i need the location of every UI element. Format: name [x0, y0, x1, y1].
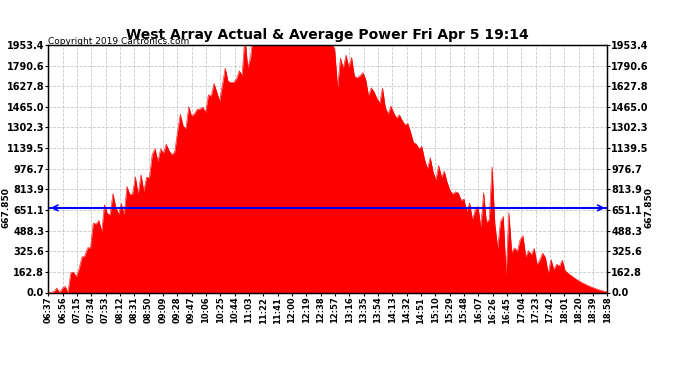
Text: Copyright 2019 Cartronics.com: Copyright 2019 Cartronics.com [48, 38, 190, 46]
Title: West Array Actual & Average Power Fri Apr 5 19:14: West Array Actual & Average Power Fri Ap… [126, 28, 529, 42]
Text: 667.850: 667.850 [644, 188, 653, 228]
Text: 667.850: 667.850 [2, 188, 11, 228]
